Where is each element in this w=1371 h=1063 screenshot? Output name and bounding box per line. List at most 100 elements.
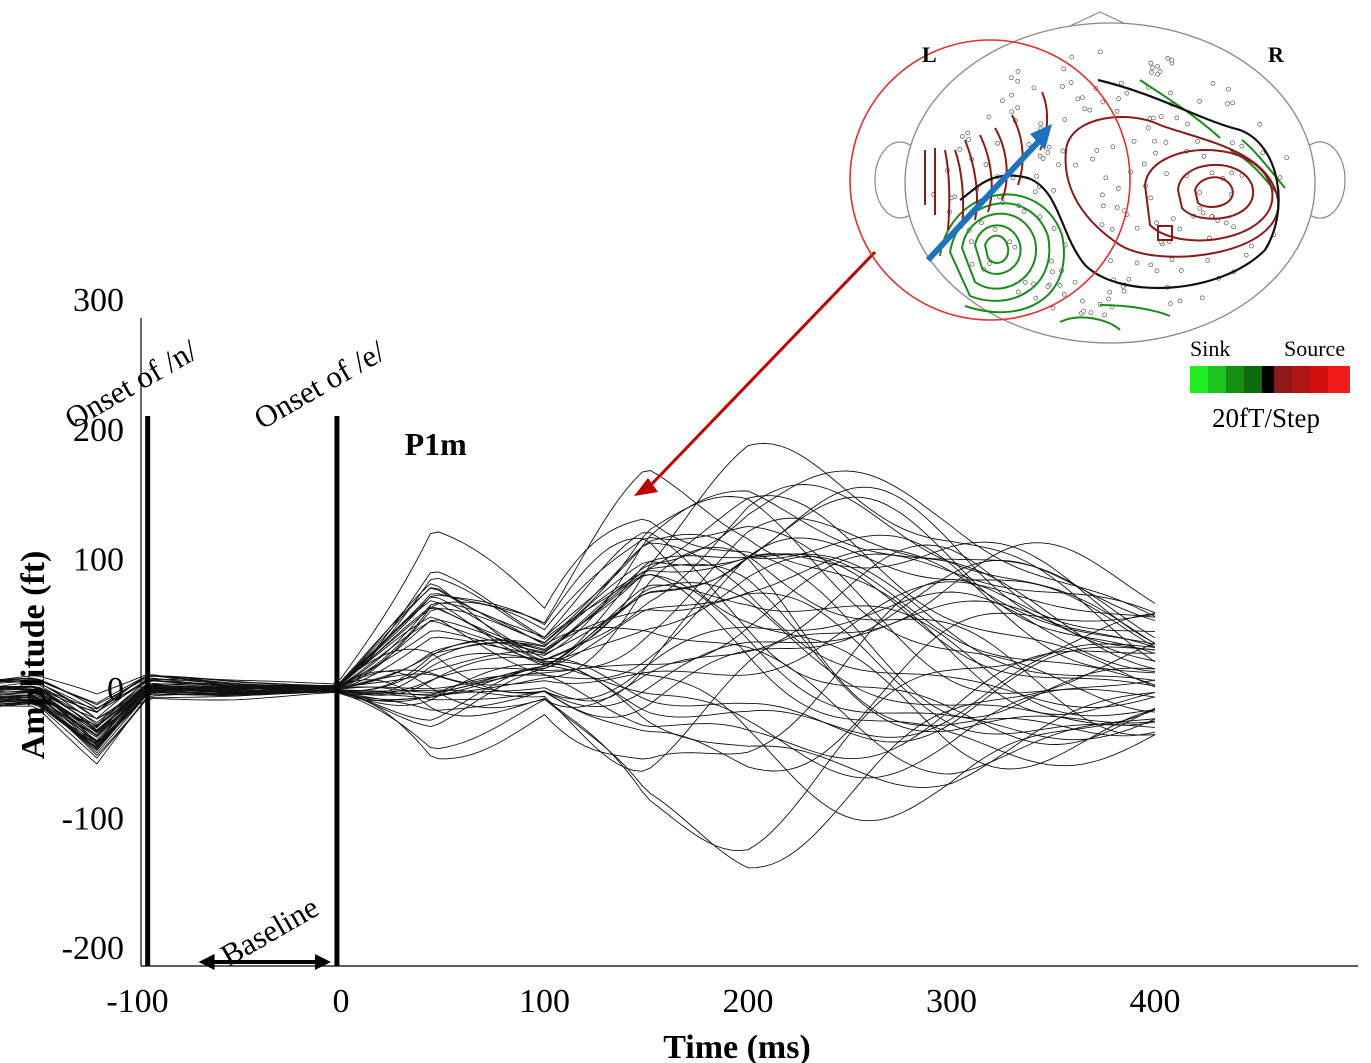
sensor-dot xyxy=(992,227,998,232)
sink-contours xyxy=(939,79,1286,331)
sensor-dot xyxy=(1075,96,1081,102)
y-tick-label: 0 xyxy=(107,671,124,708)
waveform-line xyxy=(0,517,1156,727)
waveform-line xyxy=(0,541,1156,724)
sensor-dot xyxy=(1249,243,1254,249)
onset-label: Onset of /n/ xyxy=(59,332,204,436)
sensor-dot xyxy=(1060,148,1066,154)
sensor-dot xyxy=(1177,226,1183,232)
sensor-dot xyxy=(1069,54,1075,60)
sensor-dot xyxy=(1121,288,1127,294)
sensor-dot xyxy=(1038,121,1044,127)
sensor-dot xyxy=(1116,96,1121,101)
sensor-dot xyxy=(1239,143,1245,149)
waveform-line xyxy=(0,607,1156,738)
sink-contour xyxy=(939,193,1065,314)
sensor-dot xyxy=(1100,192,1105,198)
dipole-arrow-shaft xyxy=(925,137,1043,263)
sensor-dot xyxy=(1230,100,1236,106)
left-hemisphere-label: L xyxy=(922,42,937,67)
sensor-dot xyxy=(1169,257,1175,263)
sensor-dot xyxy=(1158,114,1164,119)
color-scale-step xyxy=(1328,366,1350,393)
color-scale-step xyxy=(1274,366,1292,393)
waveform-line xyxy=(0,548,1156,731)
source-contour xyxy=(979,134,993,213)
sensor-dot xyxy=(1102,312,1107,318)
sensor-dot xyxy=(1150,65,1155,70)
peak-annotation: P1m xyxy=(405,250,877,496)
sensor-dot xyxy=(1082,106,1088,112)
highlight-circle xyxy=(849,39,1131,321)
step-label: 20fT/Step xyxy=(1212,403,1320,433)
sensor-dot xyxy=(1165,56,1171,61)
head-outline xyxy=(904,22,1316,344)
waveform-line xyxy=(0,613,1156,852)
sensor-dot xyxy=(1062,117,1068,122)
sensor-dot xyxy=(1061,66,1067,72)
sensor-dot xyxy=(1008,75,1014,81)
sensor-dot xyxy=(1260,150,1266,156)
sensor-dot xyxy=(1015,78,1021,84)
sensor-dot xyxy=(1115,186,1121,191)
sensor-dot xyxy=(1134,225,1140,231)
sensor-dot xyxy=(1155,63,1160,69)
color-scale-step xyxy=(1190,366,1208,393)
sensor-dot xyxy=(1094,148,1100,153)
sensor-dot xyxy=(1051,188,1056,193)
waveform-line xyxy=(0,484,1156,736)
sensor-dot xyxy=(1114,109,1120,114)
sensor-dot xyxy=(1097,49,1103,55)
color-scale-step xyxy=(1292,366,1310,393)
source-contour xyxy=(994,127,1008,201)
sensor-dot xyxy=(1155,71,1160,77)
sensor-dot xyxy=(1068,80,1074,85)
waveform-line xyxy=(0,496,1156,746)
sensor-dot xyxy=(1087,107,1093,113)
sensor-dot xyxy=(1174,115,1180,121)
sensor-dot xyxy=(1037,153,1043,159)
sensor-dot xyxy=(1225,101,1230,106)
waveform-line xyxy=(0,496,1156,746)
x-tick-label: -100 xyxy=(106,983,168,1020)
sensor-dot xyxy=(1126,276,1132,282)
sensor-dot xyxy=(1177,298,1183,304)
sensor-dot xyxy=(1007,239,1013,245)
sensor-dot xyxy=(1168,90,1173,96)
zero-contour xyxy=(959,78,1280,289)
sensor-dot xyxy=(1257,122,1263,127)
sensor-dot xyxy=(1032,189,1038,195)
sensor-dot xyxy=(1243,252,1249,258)
sensor-dot xyxy=(1100,203,1106,209)
sensor-dot xyxy=(1284,155,1289,161)
sensor-dot xyxy=(1037,214,1043,220)
sensor-dot xyxy=(1200,210,1206,216)
y-tick-label: -200 xyxy=(62,930,124,967)
peak-arrowhead xyxy=(634,478,658,496)
sensor-dot xyxy=(979,220,984,226)
source-contour xyxy=(944,149,951,231)
sensor-dot xyxy=(1056,162,1061,168)
sensor-dot xyxy=(1060,84,1065,89)
sensor-dot xyxy=(1277,175,1283,180)
right-hemisphere-label: R xyxy=(1268,42,1285,67)
sensor-dot xyxy=(1229,170,1235,176)
waveform-line xyxy=(0,563,1156,742)
sensor-dot xyxy=(1170,216,1176,222)
sensor-dot xyxy=(1152,138,1157,144)
sensor-dot xyxy=(1231,224,1236,230)
sensor-dot xyxy=(1022,279,1028,285)
sensor-dot xyxy=(965,130,970,136)
sensor-dot xyxy=(1015,69,1021,74)
waveform-series xyxy=(0,442,1156,869)
sink-contour xyxy=(983,234,1010,264)
zero-contours xyxy=(959,78,1280,289)
sensor-dot xyxy=(1081,308,1086,314)
sensor-dot xyxy=(1195,138,1200,144)
sink-label: Sink xyxy=(1190,336,1230,361)
tick-labels: -100 0 100 200 300 400 300 200 100 0 -100 -200 xyxy=(62,282,1181,1020)
color-scale-bar xyxy=(1190,366,1350,393)
peak-arrow xyxy=(646,250,877,490)
sensor-dot xyxy=(1149,70,1154,75)
sensor-dot xyxy=(1197,190,1202,195)
